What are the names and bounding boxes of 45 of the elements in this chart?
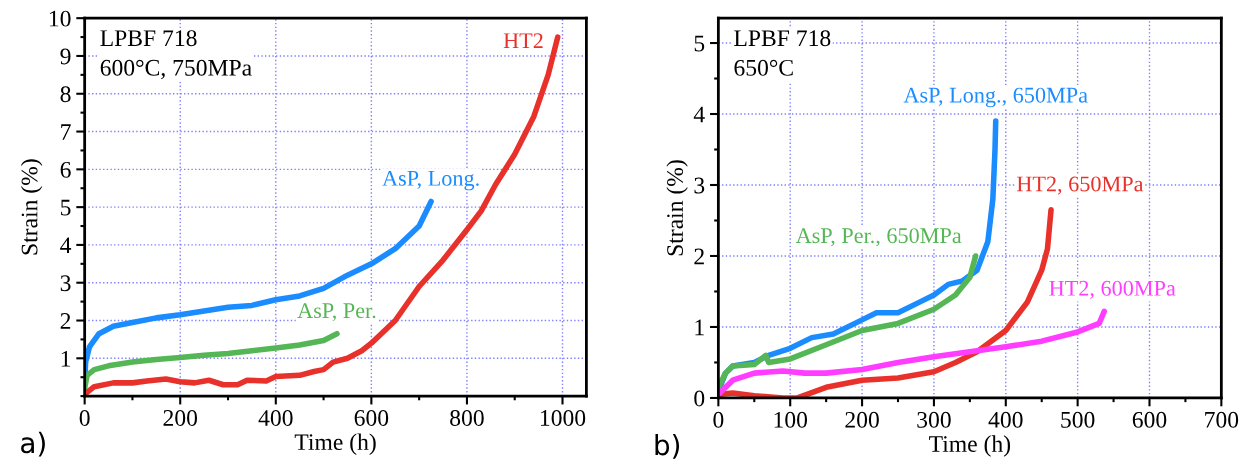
y-tick-label: 2 [60, 313, 71, 329]
series-label: AsP, Per., 650MPa [795, 228, 962, 247]
y-tick-label: 1 [61, 350, 71, 367]
x-tick-label: 300 [917, 411, 951, 428]
y-tick-label: 3 [694, 177, 705, 194]
annotation: LPBF 718 650°C [734, 30, 831, 76]
y-axis-title: Strain (%) [20, 159, 43, 255]
series-label: HT2, 650MPa [1016, 176, 1144, 195]
y-tick-label: 4 [60, 237, 72, 254]
series-label: HT2 [503, 33, 543, 48]
x-tick-label: 200 [845, 411, 879, 428]
y-axis-title: Strain (%) [666, 160, 688, 256]
y-tick-label: 5 [694, 35, 705, 52]
x-tick-label: 800 [450, 409, 484, 426]
x-tick-label: 200 [163, 409, 198, 426]
x-tick-label: 100 [774, 411, 808, 428]
y-tick-label: 8 [60, 86, 71, 103]
series-label: AsP, Long., 650MPa [903, 87, 1088, 108]
x-tick-label: 0 [79, 409, 90, 426]
x-tick-label: 400 [988, 411, 1023, 428]
x-tick-label: 600 [354, 409, 389, 426]
x-tick-label: 400 [258, 409, 293, 426]
series-label: HT2, 600MPa [1049, 280, 1176, 299]
y-tick-label: 3 [60, 275, 71, 292]
y-tick-label: 1 [695, 319, 704, 336]
annotation: LPBF 718 600°C, 750MPa [100, 30, 252, 80]
x-tick-label: 1000 [540, 409, 586, 426]
series-label: AsP, Long. [382, 170, 479, 191]
x-axis-title: Time (h) [294, 433, 376, 455]
x-tick-label: 700 [1205, 411, 1239, 428]
x-tick-label: 0 [713, 411, 724, 428]
text: a) [21, 431, 45, 457]
y-tick-label: 6 [60, 161, 71, 178]
y-tick-label: 5 [61, 199, 71, 216]
y-tick-label: 4 [693, 106, 705, 123]
y-tick-label: 7 [61, 124, 71, 140]
x-tick-label: 600 [1132, 411, 1167, 428]
x-tick-label: 500 [1061, 411, 1095, 428]
x-axis-title: Time (h) [929, 435, 1011, 457]
series-label: AsP, Per. [297, 303, 376, 322]
y-tick-label: 0 [694, 390, 705, 407]
text: b) [655, 433, 680, 459]
y-tick-label: 10 [49, 10, 71, 27]
y-tick-label: 9 [60, 48, 71, 65]
y-tick-label: 2 [694, 248, 704, 265]
